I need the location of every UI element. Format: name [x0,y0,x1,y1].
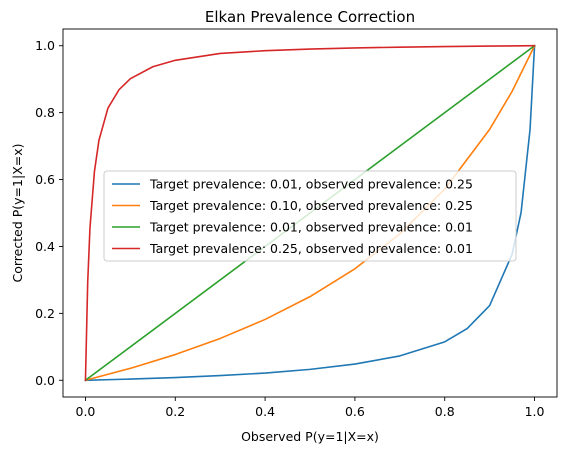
y-tick-label: 0.2 [35,306,55,321]
x-tick-label: 0.6 [345,404,365,419]
legend-entry-2: Target prevalence: 0.10, observed preval… [149,198,473,213]
axes: 0.0 0.2 0.4 0.6 0.8 1.0 0.0 0.2 0.4 0.6 0.8 1.0 [35,28,558,419]
axes-frame [62,28,558,398]
legend-entry-4: Target prevalence: 0.25, observed preval… [149,241,473,256]
x-tick-label: 1.0 [525,404,545,419]
legend-entry-1: Target prevalence: 0.01, observed preval… [149,177,473,192]
chart-title: Elkan Prevalence Correction [205,8,415,26]
x-tick-label: 0.0 [76,404,96,419]
legend-box [103,170,517,262]
x-axis-label: Observed P(y=1|X=x) [241,429,379,444]
legend-entry-3: Target prevalence: 0.01, observed preval… [149,220,473,235]
x-tick-label: 0.2 [165,404,185,419]
series-line-1 [84,44,536,382]
legend: Target prevalence: 0.01, observed preval… [103,170,517,262]
y-tick-label: 1.0 [35,38,55,53]
x-tick-label: 0.8 [435,404,455,419]
y-tick-label: 0.4 [35,239,55,254]
y-tick-label: 0.8 [35,105,55,120]
y-tick-label: 0.0 [35,373,55,388]
y-axis-label: Corrected P(y=1|X=x) [10,144,25,283]
series-line-4 [84,44,536,382]
series-line-2 [84,44,536,382]
y-tick-label: 0.6 [35,172,55,187]
x-tick-label: 0.4 [255,404,275,419]
